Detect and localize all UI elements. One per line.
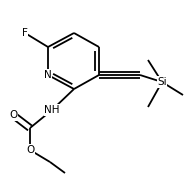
Text: O: O — [26, 145, 34, 155]
Text: O: O — [9, 110, 17, 120]
Text: F: F — [22, 28, 28, 38]
Text: NH: NH — [44, 105, 60, 115]
Text: Si: Si — [157, 77, 167, 87]
Text: N: N — [44, 70, 52, 80]
